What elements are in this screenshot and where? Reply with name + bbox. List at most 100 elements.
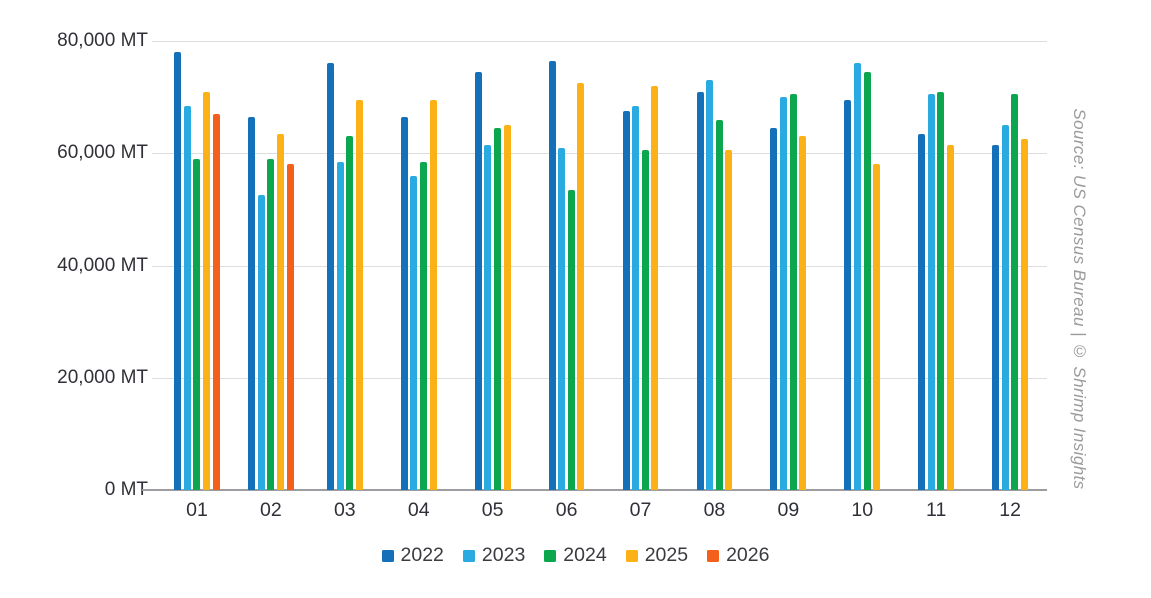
- bar-2022-month-03: [326, 63, 334, 490]
- plot-area: [142, 41, 1047, 491]
- x-axis-label: 07: [629, 499, 652, 521]
- bar-group: [456, 41, 530, 490]
- bar-2024-month-06: [567, 190, 575, 490]
- bar-2024-month-11: [937, 92, 945, 490]
- bar-2025-month-02: [276, 134, 284, 490]
- bar-2024-month-08: [715, 120, 723, 490]
- bar-2025-month-05: [503, 125, 511, 490]
- gridline: [152, 377, 1047, 379]
- bar-2025-month-10: [873, 164, 881, 490]
- bar-group: [382, 41, 456, 490]
- bar-group: [677, 41, 751, 490]
- legend-item-2022: 2022: [381, 544, 444, 567]
- bar-group: [234, 41, 308, 490]
- legend-item-2024: 2024: [544, 544, 607, 567]
- bar-2022-month-10: [844, 100, 852, 490]
- legend-swatch-2024: [544, 549, 557, 562]
- bar-2024-month-07: [641, 150, 649, 490]
- gridline: [152, 153, 1047, 155]
- x-axis-label: 01: [186, 499, 208, 521]
- x-axis-label: 10: [851, 499, 874, 521]
- x-axis: 01 02 03 04 05 06 07 08 09 10 11 12: [160, 499, 1047, 522]
- bar-2022-month-07: [622, 111, 630, 490]
- x-axis-label: 03: [333, 499, 356, 521]
- bar-2023-month-06: [558, 148, 566, 490]
- x-axis-label: 12: [999, 499, 1021, 521]
- legend: 2022 2023 2024 2025 2026: [0, 544, 1151, 567]
- bar-2023-month-09: [780, 97, 788, 490]
- bar-2024-month-03: [346, 136, 354, 490]
- bar-2022-month-12: [992, 145, 1000, 490]
- bar-2024-month-12: [1011, 94, 1019, 490]
- bar-2024-month-10: [863, 72, 871, 490]
- legend-label: 2024: [563, 544, 607, 566]
- bar-2022-month-11: [918, 134, 926, 490]
- bar-group: [160, 41, 234, 490]
- bar-2025-month-04: [429, 100, 437, 490]
- gridline: [152, 265, 1047, 267]
- y-axis-tick-label: 40,000 MT: [57, 254, 148, 276]
- bar-2024-month-01: [193, 159, 201, 490]
- bar-2022-month-05: [474, 72, 482, 490]
- y-axis: 80,000 MT 60,000 MT 40,000 MT 20,000 MT 0 MT: [0, 30, 148, 500]
- bar-2023-month-07: [632, 106, 640, 490]
- legend-label: 2026: [726, 544, 770, 566]
- bar-2023-month-12: [1001, 125, 1009, 490]
- bar-2022-month-08: [696, 92, 704, 490]
- legend-swatch-2023: [462, 549, 475, 562]
- bar-2025-month-11: [947, 145, 955, 490]
- bar-2025-month-09: [799, 136, 807, 490]
- x-axis-label: 09: [777, 499, 800, 521]
- y-axis-tick-label: 60,000 MT: [57, 142, 148, 164]
- bar-2023-month-11: [927, 94, 935, 490]
- bar-2022-month-01: [174, 52, 182, 490]
- bar-group: [825, 41, 899, 490]
- bar-2022-month-02: [248, 117, 256, 490]
- bar-2022-month-06: [548, 61, 556, 490]
- legend-label: 2022: [400, 544, 444, 566]
- bar-2023-month-02: [257, 195, 265, 490]
- bar-2023-month-10: [853, 63, 861, 490]
- bar-2026-month-02: [286, 164, 294, 490]
- legend-label: 2023: [481, 544, 526, 566]
- y-axis-tick-label: 0 MT: [104, 479, 148, 500]
- bar-group: [973, 41, 1047, 490]
- legend-label: 2025: [644, 544, 689, 566]
- legend-swatch-2025: [625, 549, 638, 562]
- x-axis-label: 04: [407, 499, 430, 521]
- bar-2025-month-12: [1020, 139, 1028, 490]
- x-axis-label: 06: [555, 499, 578, 521]
- bar-2022-month-09: [770, 128, 778, 490]
- x-axis-line: [142, 489, 1047, 491]
- bar-2023-month-03: [336, 162, 344, 490]
- x-axis-label: 08: [703, 499, 726, 521]
- bar-groups: [160, 41, 1047, 490]
- bar-group: [604, 41, 678, 490]
- legend-item-2025: 2025: [625, 544, 689, 567]
- source-note: Source: US Census Bureau | © Shrimp Insi…: [1070, 108, 1089, 490]
- bar-2022-month-04: [400, 117, 408, 490]
- bar-group: [308, 41, 382, 490]
- bar-2024-month-09: [789, 94, 797, 490]
- bar-2024-month-02: [267, 159, 275, 490]
- bar-2023-month-05: [484, 145, 492, 490]
- bar-group: [530, 41, 604, 490]
- bar-2024-month-04: [420, 162, 428, 490]
- legend-swatch-2022: [381, 549, 394, 562]
- bar-group: [899, 41, 973, 490]
- bar-2025-month-07: [651, 86, 659, 490]
- bar-2023-month-01: [183, 106, 191, 490]
- y-axis-tick-label: 80,000 MT: [57, 30, 148, 51]
- bar-2025-month-06: [577, 83, 585, 490]
- bar-group: [751, 41, 825, 490]
- y-axis-tick-label: 20,000 MT: [57, 366, 148, 388]
- legend-item-2023: 2023: [462, 544, 526, 567]
- x-axis-label: 02: [260, 499, 282, 521]
- bar-2025-month-03: [355, 100, 363, 490]
- legend-item-2026: 2026: [707, 544, 769, 567]
- x-axis-label: 05: [481, 499, 504, 521]
- bar-2025-month-01: [203, 92, 211, 490]
- x-axis-label: 11: [926, 499, 947, 521]
- legend-swatch-2026: [707, 549, 720, 562]
